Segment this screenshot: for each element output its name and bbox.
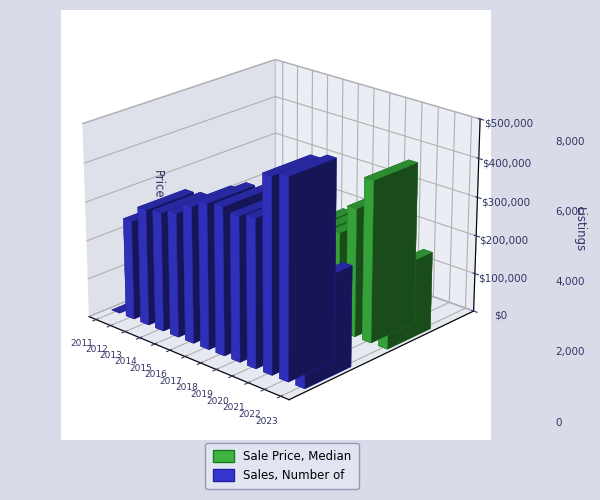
Legend: Sale Price, Median, Sales, Number of: Sale Price, Median, Sales, Number of	[205, 443, 359, 489]
Text: Listings: Listings	[572, 208, 586, 252]
Text: 0: 0	[555, 418, 562, 428]
Text: 4,000: 4,000	[555, 278, 584, 287]
Text: 2,000: 2,000	[555, 348, 584, 358]
Text: 8,000: 8,000	[555, 138, 584, 147]
Text: 6,000: 6,000	[555, 208, 584, 218]
